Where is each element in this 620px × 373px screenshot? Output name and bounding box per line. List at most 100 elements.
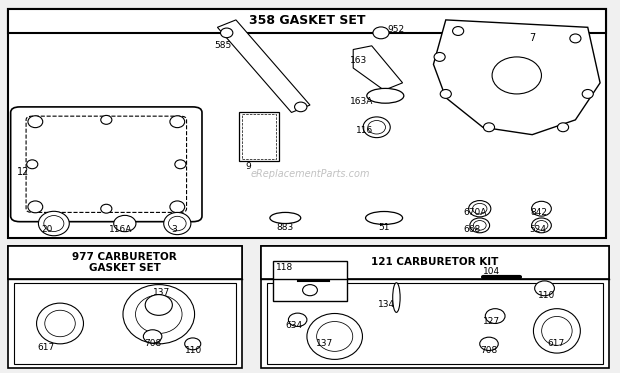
Text: 118: 118 bbox=[276, 263, 293, 272]
Ellipse shape bbox=[557, 123, 569, 132]
Ellipse shape bbox=[492, 57, 541, 94]
Ellipse shape bbox=[221, 28, 233, 38]
FancyBboxPatch shape bbox=[267, 283, 603, 364]
Ellipse shape bbox=[101, 115, 112, 124]
Ellipse shape bbox=[434, 53, 445, 62]
Text: 127: 127 bbox=[483, 317, 500, 326]
Polygon shape bbox=[353, 46, 402, 90]
Ellipse shape bbox=[367, 88, 404, 103]
Ellipse shape bbox=[185, 338, 201, 350]
Text: 137: 137 bbox=[316, 339, 334, 348]
Ellipse shape bbox=[533, 309, 580, 353]
Ellipse shape bbox=[45, 310, 75, 337]
Text: 708: 708 bbox=[144, 339, 162, 348]
Ellipse shape bbox=[531, 201, 551, 216]
Ellipse shape bbox=[303, 285, 317, 296]
FancyBboxPatch shape bbox=[14, 283, 236, 364]
FancyBboxPatch shape bbox=[242, 114, 276, 159]
Polygon shape bbox=[433, 20, 600, 135]
Text: 977 CARBURETOR
GASKET SET: 977 CARBURETOR GASKET SET bbox=[73, 252, 177, 273]
Text: 3: 3 bbox=[171, 225, 177, 233]
Text: 708: 708 bbox=[480, 346, 497, 355]
Polygon shape bbox=[218, 20, 310, 112]
Text: 137: 137 bbox=[153, 288, 170, 297]
Ellipse shape bbox=[38, 211, 69, 236]
Ellipse shape bbox=[145, 295, 172, 315]
Text: 617: 617 bbox=[37, 343, 55, 352]
Text: 134: 134 bbox=[378, 301, 395, 310]
Ellipse shape bbox=[368, 120, 386, 134]
Text: 163A: 163A bbox=[350, 97, 373, 106]
Ellipse shape bbox=[484, 123, 495, 132]
Ellipse shape bbox=[363, 117, 390, 138]
Ellipse shape bbox=[307, 313, 363, 360]
Text: 116: 116 bbox=[356, 126, 373, 135]
Text: 110: 110 bbox=[185, 346, 203, 355]
Ellipse shape bbox=[294, 102, 307, 112]
Ellipse shape bbox=[143, 330, 162, 343]
FancyBboxPatch shape bbox=[26, 116, 187, 212]
Ellipse shape bbox=[440, 90, 451, 98]
Text: eReplacementParts.com: eReplacementParts.com bbox=[250, 169, 370, 179]
Text: 668: 668 bbox=[463, 225, 480, 233]
Ellipse shape bbox=[480, 337, 498, 351]
Ellipse shape bbox=[288, 313, 307, 326]
Text: 585: 585 bbox=[215, 41, 232, 50]
Ellipse shape bbox=[570, 34, 581, 43]
FancyBboxPatch shape bbox=[260, 246, 609, 279]
Ellipse shape bbox=[101, 204, 112, 213]
FancyBboxPatch shape bbox=[7, 9, 606, 33]
Ellipse shape bbox=[175, 160, 186, 169]
Ellipse shape bbox=[44, 216, 64, 232]
Text: 524: 524 bbox=[529, 225, 546, 233]
Text: 20: 20 bbox=[42, 225, 53, 233]
Ellipse shape bbox=[28, 201, 43, 213]
Text: 12: 12 bbox=[17, 167, 29, 177]
Ellipse shape bbox=[164, 212, 191, 235]
Ellipse shape bbox=[535, 220, 548, 230]
Ellipse shape bbox=[27, 160, 38, 169]
FancyBboxPatch shape bbox=[7, 246, 242, 279]
Ellipse shape bbox=[373, 27, 389, 39]
FancyBboxPatch shape bbox=[7, 9, 606, 238]
FancyBboxPatch shape bbox=[239, 112, 279, 161]
Ellipse shape bbox=[469, 201, 491, 217]
Ellipse shape bbox=[534, 281, 554, 296]
Ellipse shape bbox=[170, 116, 185, 128]
Text: 9: 9 bbox=[245, 162, 251, 170]
Text: 121 CARBURETOR KIT: 121 CARBURETOR KIT bbox=[371, 257, 498, 267]
Ellipse shape bbox=[472, 203, 487, 214]
Ellipse shape bbox=[531, 218, 551, 233]
Text: 634: 634 bbox=[285, 321, 303, 330]
Ellipse shape bbox=[317, 322, 353, 351]
Ellipse shape bbox=[366, 211, 402, 225]
Text: 952: 952 bbox=[387, 25, 404, 34]
Ellipse shape bbox=[470, 218, 490, 233]
FancyBboxPatch shape bbox=[7, 246, 242, 368]
Text: 617: 617 bbox=[547, 339, 565, 348]
Text: 51: 51 bbox=[378, 223, 389, 232]
Text: 116A: 116A bbox=[109, 225, 133, 233]
Text: 842: 842 bbox=[530, 208, 547, 217]
Ellipse shape bbox=[473, 220, 486, 230]
Ellipse shape bbox=[453, 26, 464, 35]
Ellipse shape bbox=[582, 90, 593, 98]
Text: 104: 104 bbox=[483, 267, 500, 276]
Ellipse shape bbox=[485, 309, 505, 323]
Text: 110: 110 bbox=[538, 291, 556, 300]
Ellipse shape bbox=[37, 303, 84, 344]
FancyBboxPatch shape bbox=[11, 107, 202, 222]
Ellipse shape bbox=[28, 116, 43, 128]
Text: 883: 883 bbox=[276, 223, 293, 232]
Text: 358 GASKET SET: 358 GASKET SET bbox=[249, 14, 365, 27]
Text: 670A: 670A bbox=[463, 208, 487, 217]
FancyBboxPatch shape bbox=[260, 246, 609, 368]
Ellipse shape bbox=[542, 316, 572, 345]
Text: 7: 7 bbox=[529, 34, 535, 43]
Ellipse shape bbox=[392, 283, 400, 312]
Ellipse shape bbox=[113, 215, 136, 232]
Ellipse shape bbox=[123, 285, 195, 344]
FancyBboxPatch shape bbox=[273, 261, 347, 301]
Ellipse shape bbox=[136, 295, 182, 333]
Ellipse shape bbox=[170, 201, 185, 213]
